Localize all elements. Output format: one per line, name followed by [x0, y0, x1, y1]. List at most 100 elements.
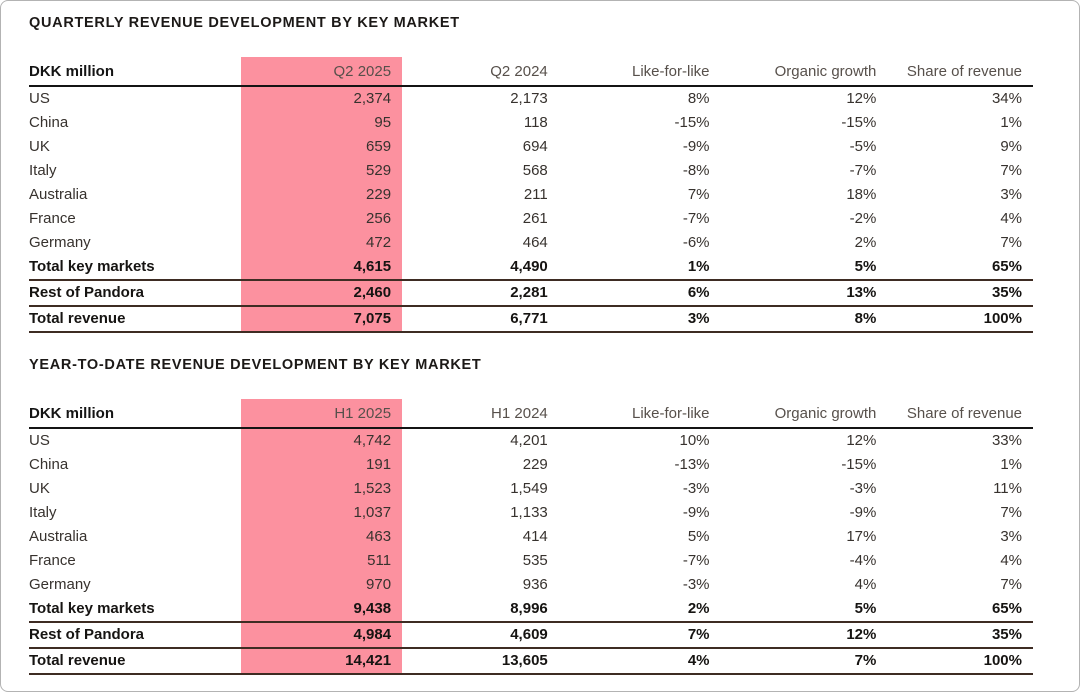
value-cell: -7% [849, 162, 877, 179]
value-cell: 7% [1000, 504, 1022, 521]
value-cell: 229 [522, 456, 548, 473]
value-cell: 3% [558, 306, 721, 333]
value-cell: 118 [523, 114, 548, 131]
column-header: Q2 2025 [241, 57, 403, 87]
value-cell: 1,037 [241, 501, 403, 525]
value-cell: 463 [241, 525, 403, 549]
value-cell: 17% [846, 528, 877, 545]
market-label: US [29, 90, 50, 107]
value-cell: 535 [522, 552, 548, 569]
value-cell: 7% [1000, 234, 1022, 251]
value-cell: -6% [682, 234, 710, 251]
column-header: Organic growth [720, 57, 888, 87]
value-cell: 1% [1000, 114, 1022, 131]
value-cell: 65% [887, 597, 1033, 623]
value-cell: 100% [887, 648, 1033, 675]
value-cell: -13% [674, 456, 710, 473]
value-cell: 414 [522, 528, 548, 545]
section-title: QUARTERLY REVENUE DEVELOPMENT BY KEY MAR… [29, 15, 460, 31]
value-cell: 3% [1000, 186, 1022, 203]
table-row: France 511 535 -7% -4% 4% [29, 549, 1033, 573]
value-cell: 261 [522, 210, 548, 227]
market-label: Australia [29, 528, 88, 545]
value-cell: 229 [241, 183, 403, 207]
value-cell: 12% [720, 622, 888, 649]
value-cell: 4% [558, 648, 721, 675]
value-cell: 4,742 [241, 428, 403, 453]
value-cell: 2% [854, 234, 877, 251]
value-cell: 18% [846, 186, 877, 203]
value-cell: 9,438 [241, 597, 403, 623]
table-row: Rest of Pandora 2,460 2,281 6% 13% 35% [29, 280, 1033, 307]
market-label: Australia [29, 186, 88, 203]
value-cell: 3% [1000, 528, 1022, 545]
value-cell: -9% [682, 138, 710, 155]
column-header: Like-for-like [558, 57, 721, 87]
value-cell: 12% [846, 432, 877, 449]
value-cell: 8% [687, 90, 710, 107]
value-cell: 4,984 [241, 622, 403, 649]
value-cell: 100% [887, 306, 1033, 333]
unit-column-header: DKK million [29, 399, 242, 429]
market-label: Total key markets [29, 255, 242, 281]
value-cell: 7% [1000, 576, 1022, 593]
value-cell: 256 [241, 207, 403, 231]
value-cell: 13,605 [402, 648, 559, 675]
market-label: France [29, 552, 76, 569]
table-row: Total revenue 7,075 6,771 3% 8% 100% [29, 306, 1033, 333]
table-row: UK 1,523 1,549 -3% -3% 11% [29, 477, 1033, 501]
value-cell: 6% [558, 280, 721, 307]
value-cell: 936 [522, 576, 548, 593]
value-cell: 511 [241, 549, 403, 573]
column-header: H1 2024 [402, 399, 559, 429]
value-cell: 1,133 [510, 504, 548, 521]
market-label: Total revenue [29, 648, 242, 675]
value-cell: 2,281 [402, 280, 559, 307]
year-to-date-revenue-section: YEAR-TO-DATE REVENUE DEVELOPMENT BY KEY … [29, 357, 1079, 675]
market-label: Total revenue [29, 306, 242, 333]
value-cell: 4,201 [510, 432, 548, 449]
value-cell: 4,490 [402, 255, 559, 281]
market-label: Italy [29, 162, 57, 179]
value-cell: 9% [1000, 138, 1022, 155]
value-cell: 14,421 [241, 648, 403, 675]
table-row: Australia 229 211 7% 18% 3% [29, 183, 1033, 207]
market-label: Total key markets [29, 597, 242, 623]
value-cell: 11% [993, 480, 1022, 497]
value-cell: 5% [720, 597, 888, 623]
value-cell: -15% [841, 456, 877, 473]
value-cell: 568 [522, 162, 548, 179]
market-label: UK [29, 480, 50, 497]
table-row: Australia 463 414 5% 17% 3% [29, 525, 1033, 549]
value-cell: 5% [720, 255, 888, 281]
value-cell: 13% [720, 280, 888, 307]
column-header: Like-for-like [558, 399, 721, 429]
market-label: Rest of Pandora [29, 622, 242, 649]
value-cell: 7% [558, 622, 721, 649]
table-row: Total key markets 4,615 4,490 1% 5% 65% [29, 255, 1033, 281]
value-cell: 12% [846, 90, 877, 107]
column-header: H1 2025 [241, 399, 403, 429]
table-row: US 2,374 2,173 8% 12% 34% [29, 86, 1033, 111]
value-cell: -7% [682, 210, 710, 227]
market-label: UK [29, 138, 50, 155]
value-cell: -7% [682, 552, 710, 569]
value-cell: -15% [674, 114, 710, 131]
value-cell: -3% [682, 576, 710, 593]
column-header: Organic growth [720, 399, 888, 429]
value-cell: 191 [241, 453, 403, 477]
table-row: Total revenue 14,421 13,605 4% 7% 100% [29, 648, 1033, 675]
table-row: Italy 1,037 1,133 -9% -9% 7% [29, 501, 1033, 525]
value-cell: 6,771 [402, 306, 559, 333]
value-cell: 464 [522, 234, 548, 251]
table-row: Rest of Pandora 4,984 4,609 7% 12% 35% [29, 622, 1033, 649]
value-cell: 95 [241, 111, 403, 135]
table-row: Italy 529 568 -8% -7% 7% [29, 159, 1033, 183]
quarterly-revenue-section: QUARTERLY REVENUE DEVELOPMENT BY KEY MAR… [29, 15, 1079, 333]
value-cell: 35% [887, 622, 1033, 649]
table-row: Germany 472 464 -6% 2% 7% [29, 231, 1033, 255]
value-cell: 5% [687, 528, 710, 545]
value-cell: 472 [241, 231, 403, 255]
value-cell: 65% [887, 255, 1033, 281]
